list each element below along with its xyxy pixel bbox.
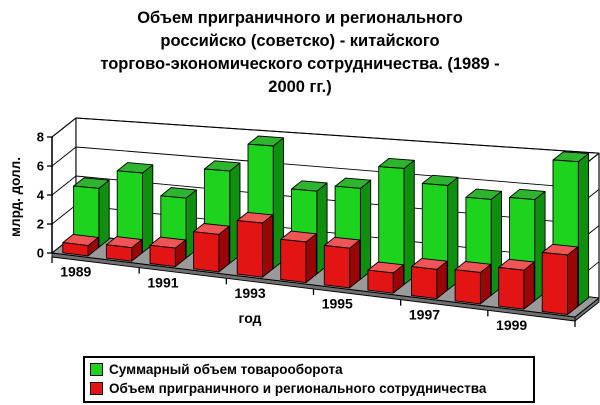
- chart-title-line-2: российско (советско) - китайского: [160, 32, 440, 50]
- legend-swatch-total: [90, 363, 103, 376]
- chart-title-line-1: Объем приграничного и регионального: [137, 9, 463, 27]
- back-wall-gridline-8: [75, 117, 600, 154]
- bar-border-1991: [149, 244, 176, 268]
- chart-title-line-3: торгово-экономического сотрудничества. (…: [100, 55, 500, 73]
- bar-border-2000: [541, 252, 568, 316]
- y-axis-title: млрд. долл.: [8, 157, 23, 237]
- chart-title-line-4: 2000 гг.): [268, 78, 332, 96]
- legend-item-total: Суммарный объем товарооборота: [90, 360, 533, 379]
- bar-total-2000-side: [577, 153, 590, 307]
- y-tick-label-0: 0: [37, 246, 44, 261]
- x-tick-label-1995: 1995: [322, 296, 353, 312]
- bar-border-1989: [62, 242, 89, 257]
- bar-border-1995: [323, 245, 351, 289]
- legend-label-total: Суммарный объем товарооборота: [109, 362, 343, 377]
- bar-border-1998: [454, 269, 481, 305]
- bar-total-1989-side: [98, 179, 110, 248]
- bar-border-1993: [236, 220, 263, 278]
- x-tick-label-1989: 1989: [60, 264, 91, 280]
- left-wall-gridline-6: [51, 146, 77, 167]
- x-axis-title: год: [239, 310, 262, 326]
- legend: Суммарный объем товарооборота Объем приг…: [83, 356, 535, 403]
- bar-border-1994: [280, 238, 307, 284]
- bar-border-1996: [367, 269, 394, 294]
- x-tick-label-1993: 1993: [235, 285, 266, 301]
- legend-item-border: Объем приграничного и регионального сотр…: [90, 379, 533, 398]
- left-wall-gridline-2: [51, 204, 77, 225]
- bar-border-1997: [411, 266, 438, 300]
- x-tick-label-1991: 1991: [147, 274, 178, 290]
- back-wall-gridline-6: [75, 146, 600, 190]
- legend-label-border: Объем приграничного и регионального сотр…: [109, 381, 487, 396]
- y-tick-label-8: 8: [37, 130, 44, 145]
- chart-title: Объем приграничного и регионального росс…: [0, 7, 600, 99]
- bar-border-1990: [105, 244, 133, 262]
- left-wall-gridline-8: [51, 117, 77, 138]
- left-wall-gridline-4: [51, 175, 77, 196]
- bar-total-1990-side: [142, 164, 154, 254]
- y-tick-label-2: 2: [37, 217, 44, 232]
- x-tick-label-1997: 1997: [409, 306, 440, 322]
- bar-border-1999: [498, 267, 525, 310]
- y-tick-label-6: 6: [37, 159, 44, 174]
- legend-swatch-border: [90, 382, 103, 395]
- bar-border-1992: [193, 231, 220, 273]
- bar-total-1995-side: [359, 179, 372, 280]
- x-tick-label-1999: 1999: [496, 317, 527, 333]
- y-tick-label-4: 4: [37, 188, 45, 203]
- bar-border-1993-side: [261, 214, 274, 278]
- bar-border-2000-side: [567, 246, 579, 316]
